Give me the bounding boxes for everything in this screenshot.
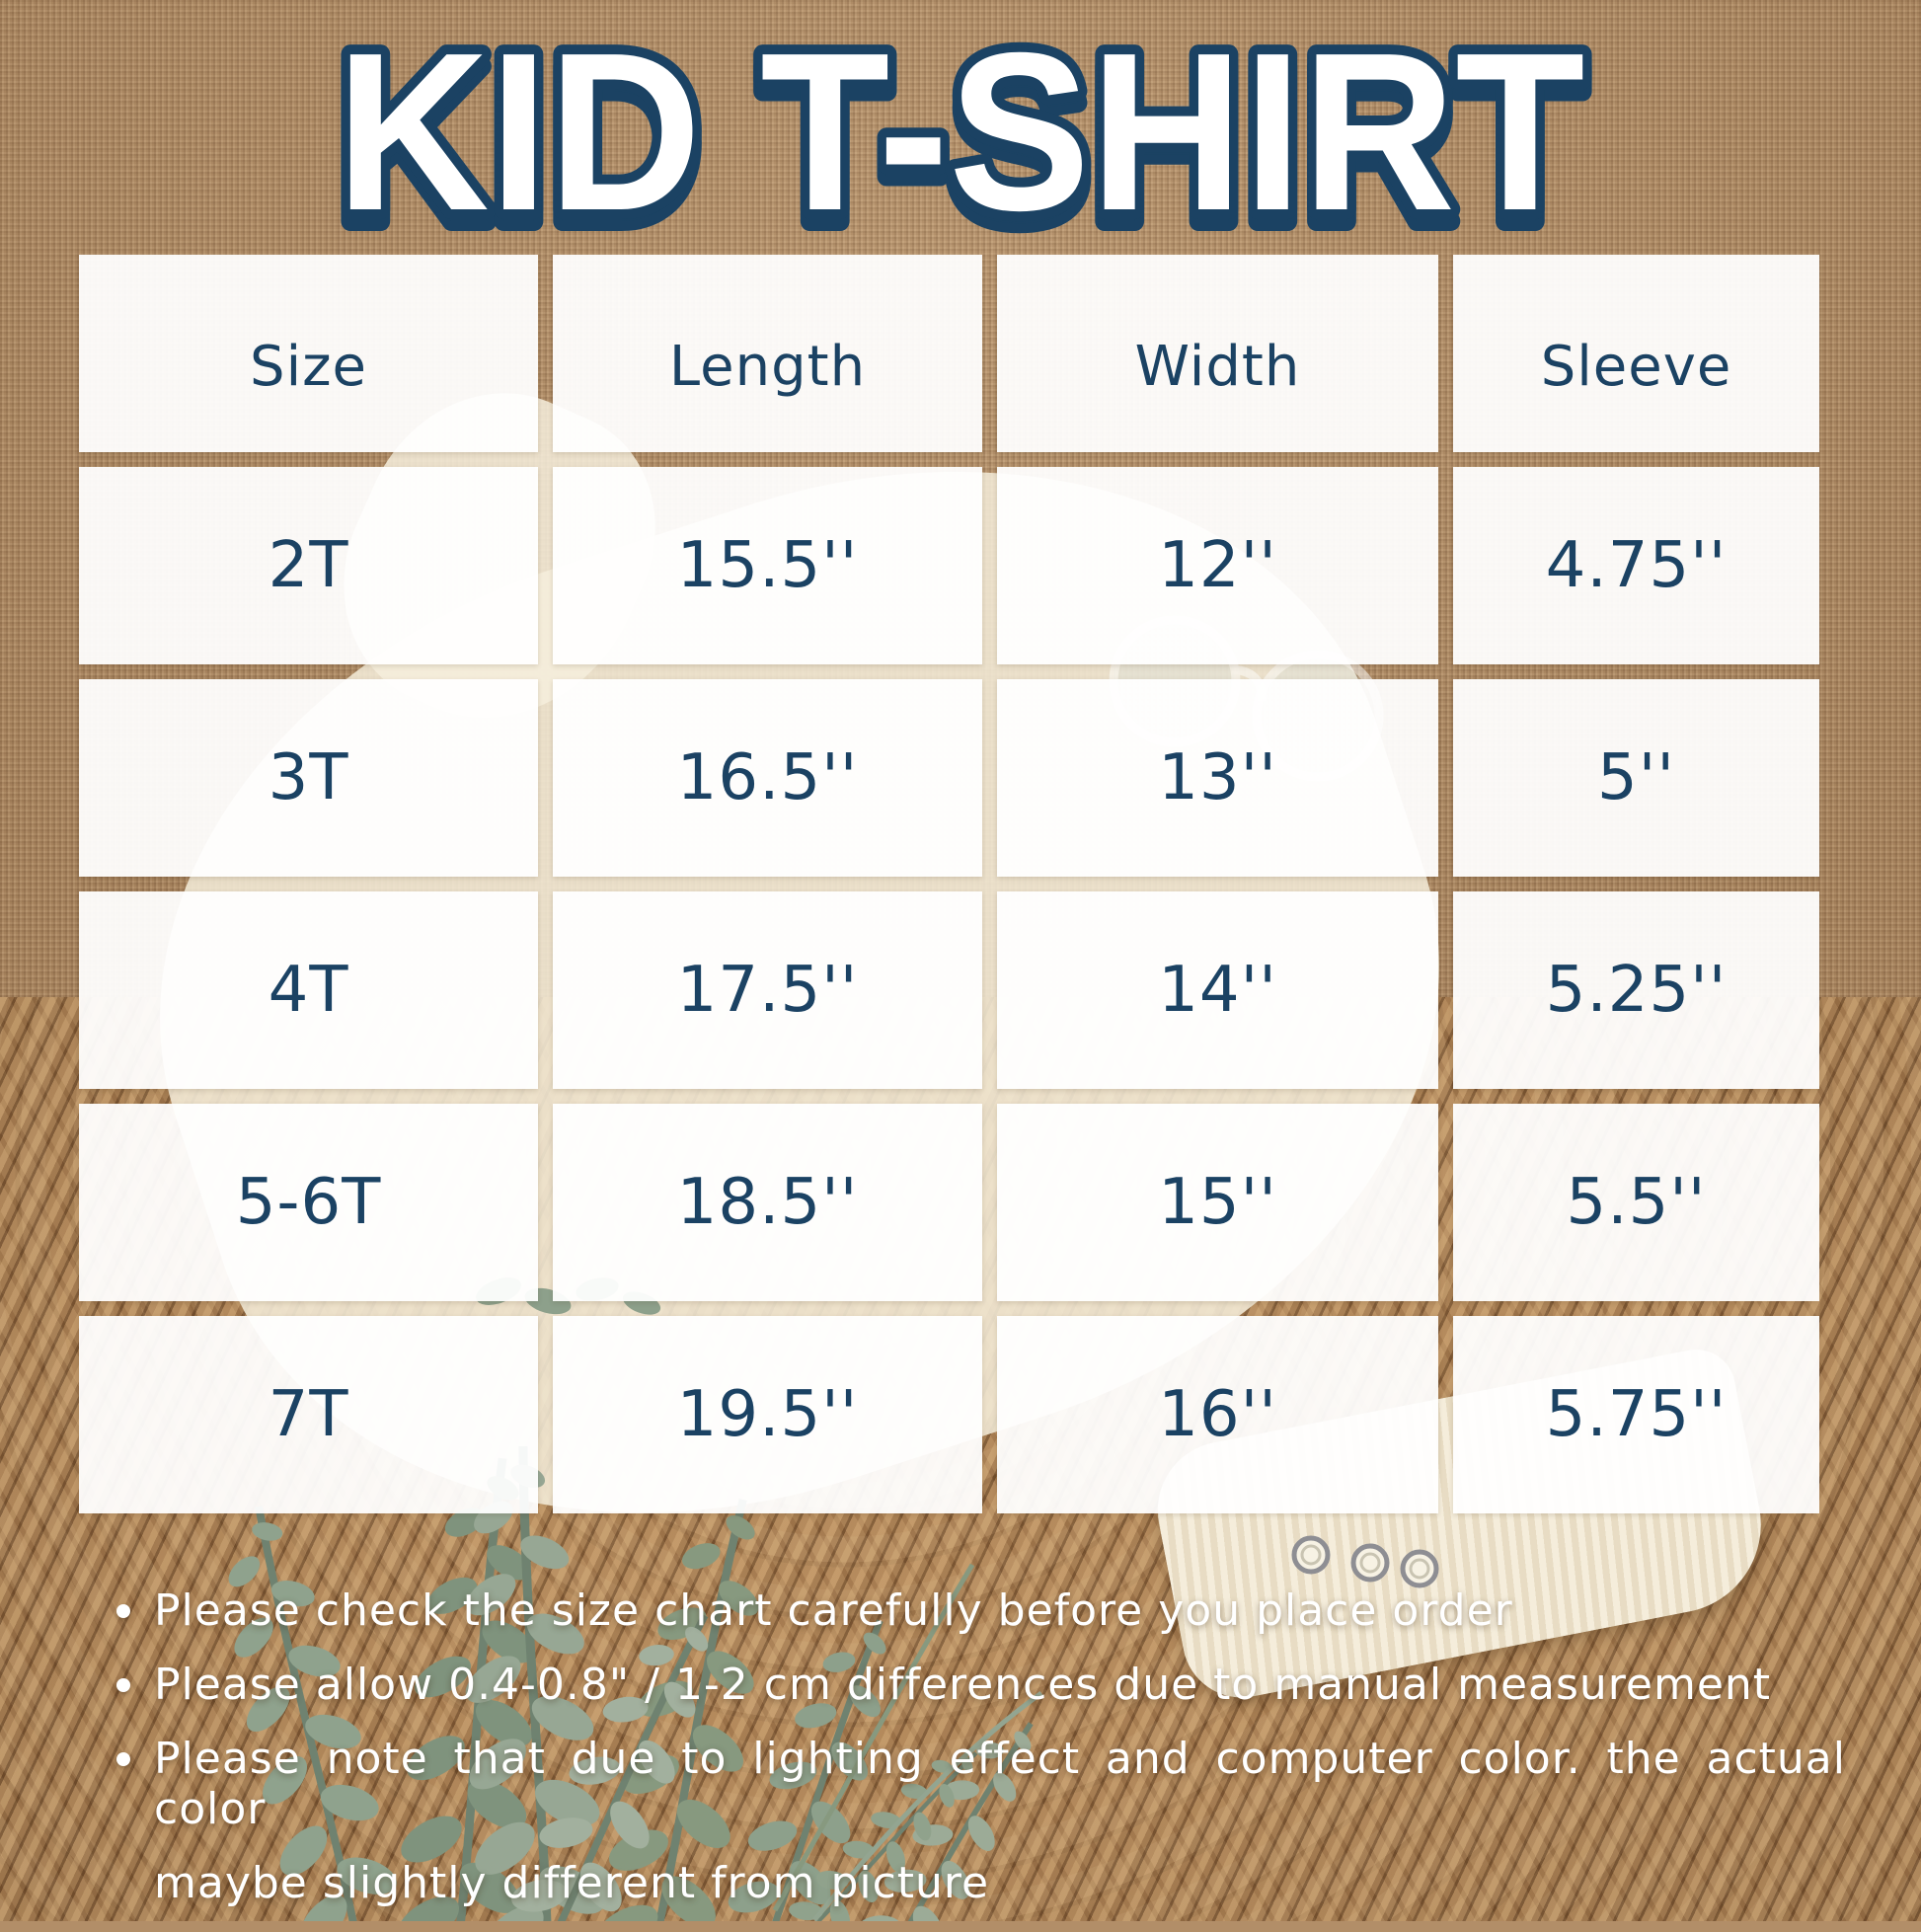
note-item: Please note that due to lighting effect …: [116, 1734, 1846, 1908]
header-cell-length: Length: [553, 255, 982, 452]
table-cell-length: 16.5'': [553, 679, 982, 877]
table-cell-width: 15'': [997, 1104, 1438, 1301]
table-cell-length: 19.5'': [553, 1316, 982, 1513]
table-cell-width: 16'': [997, 1316, 1438, 1513]
size-chart-table: Size Length Width Sleeve 2T 15.5'' 12'' …: [79, 255, 1819, 1513]
note-text-line2: maybe slightly different from picture: [154, 1858, 990, 1908]
notes-list: Please check the size chart carefully be…: [116, 1585, 1846, 1932]
page-title-shadow-text: KID T-SHIRT: [337, 19, 1585, 245]
table-cell-width: 12'': [997, 467, 1438, 664]
bullet-icon: [116, 1604, 130, 1618]
note-text-line1: Please note that due to lighting effect …: [154, 1734, 1846, 1834]
table-cell-length: 17.5'': [553, 891, 982, 1089]
table-cell-size: 5-6T: [79, 1104, 538, 1301]
note-text: Please note that due to lighting effect …: [154, 1734, 1846, 1908]
table-cell-width: 13'': [997, 679, 1438, 877]
table-cell-sleeve: 5.5'': [1453, 1104, 1819, 1301]
table-cell-sleeve: 5.25'': [1453, 891, 1819, 1089]
note-text: Please allow 0.4-0.8" / 1-2 cm differenc…: [154, 1660, 1772, 1710]
page-title-text: KID T-SHIRT: [337, 8, 1585, 245]
page-title: KID T-SHIRT KID T-SHIRT: [0, 0, 1921, 279]
table-cell-sleeve: 4.75'': [1453, 467, 1819, 664]
table-cell-width: 14'': [997, 891, 1438, 1089]
snap-buttons-icon: [1291, 1535, 1439, 1588]
bullet-icon: [116, 1752, 130, 1766]
table-cell-length: 18.5'': [553, 1104, 982, 1301]
table-cell-sleeve: 5.75'': [1453, 1316, 1819, 1513]
note-item: Please allow 0.4-0.8" / 1-2 cm differenc…: [116, 1660, 1846, 1710]
header-cell-size: Size: [79, 255, 538, 452]
table-cell-size: 4T: [79, 891, 538, 1089]
header-cell-width: Width: [997, 255, 1438, 452]
note-text: Please check the size chart carefully be…: [154, 1585, 1513, 1636]
eucalyptus-plant: [222, 1446, 1081, 1921]
table-cell-size: 7T: [79, 1316, 538, 1513]
bullet-icon: [116, 1678, 130, 1692]
note-item: Please check the size chart carefully be…: [116, 1585, 1846, 1636]
table-cell-size: 3T: [79, 679, 538, 877]
header-cell-sleeve: Sleeve: [1453, 255, 1819, 452]
table-cell-size: 2T: [79, 467, 538, 664]
table-cell-sleeve: 5'': [1453, 679, 1819, 877]
table-cell-length: 15.5'': [553, 467, 982, 664]
